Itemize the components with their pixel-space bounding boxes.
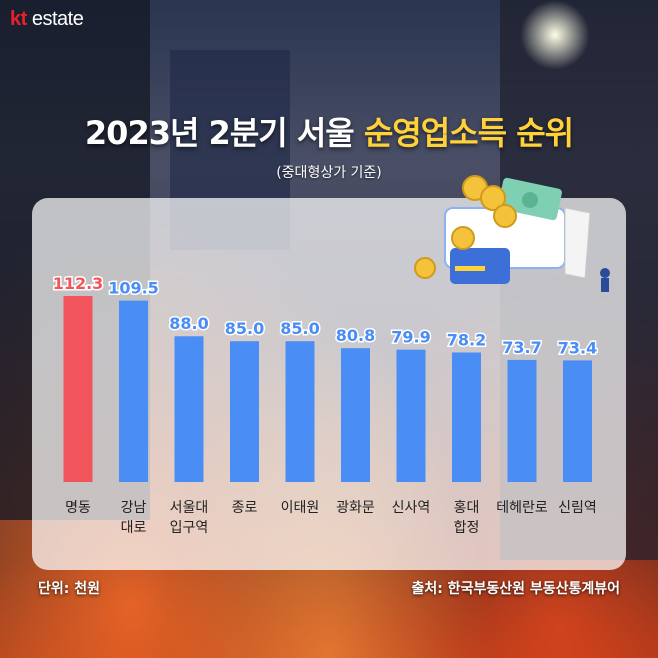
value-label-9: 73.4 <box>558 338 597 357</box>
street-light <box>520 0 590 70</box>
category-label-0-0: 명동 <box>65 500 91 516</box>
bar-5 <box>341 348 370 482</box>
value-label-4: 85.0 <box>280 319 319 338</box>
value-label-5: 80.8 <box>336 326 375 345</box>
category-label-2-0: 서울대 <box>170 500 209 516</box>
page-subtitle: (중대형상가 기준) <box>276 165 382 181</box>
category-label-5-0: 광화문 <box>336 500 375 516</box>
value-label-6: 79.9 <box>391 328 430 347</box>
bar-9 <box>563 360 592 482</box>
category-label-8-0: 테헤란로 <box>496 500 548 516</box>
value-label-8: 73.7 <box>502 338 541 357</box>
value-label-1: 109.5 <box>108 279 159 298</box>
logo-kt: kt <box>10 8 27 30</box>
category-label-4-0: 이태원 <box>281 500 320 516</box>
bar-4 <box>285 341 315 482</box>
source-label: 출처: 한국부동산원 부동산통계뷰어 <box>411 581 620 597</box>
value-label-2: 88.0 <box>169 314 208 333</box>
bar-3 <box>230 341 259 482</box>
title-highlight: 순영업소득 순위 <box>363 114 574 152</box>
category-label-1-1: 대로 <box>121 520 147 536</box>
value-label-3: 85.0 <box>225 319 264 338</box>
title-main: 2023년 2분기 서울 <box>84 114 364 152</box>
bar-8 <box>507 359 537 482</box>
bar-0 <box>63 296 93 482</box>
money-illustration-icon <box>414 175 610 292</box>
bar-7 <box>452 352 481 482</box>
category-label-2-1: 입구역 <box>170 520 209 536</box>
category-label-9-0: 신림역 <box>558 500 597 516</box>
page-title: 2023년 2분기 서울 순영업소득 순위 <box>0 108 658 154</box>
bar-6 <box>396 349 426 482</box>
kt-estate-logo: kt estate <box>10 8 84 31</box>
bar-1 <box>119 300 148 482</box>
value-label-7: 78.2 <box>447 330 486 349</box>
category-label-7-0: 홍대 <box>454 500 480 516</box>
category-label-3-0: 종로 <box>232 500 258 516</box>
unit-label: 단위: 천원 <box>38 581 100 597</box>
logo-estate: estate <box>26 8 84 30</box>
value-label-0: 112.3 <box>53 274 104 293</box>
category-label-6-0: 신사역 <box>392 500 431 516</box>
bar-2 <box>174 336 204 482</box>
category-label-7-1: 합정 <box>454 520 480 536</box>
category-label-1-0: 강남 <box>121 500 147 516</box>
